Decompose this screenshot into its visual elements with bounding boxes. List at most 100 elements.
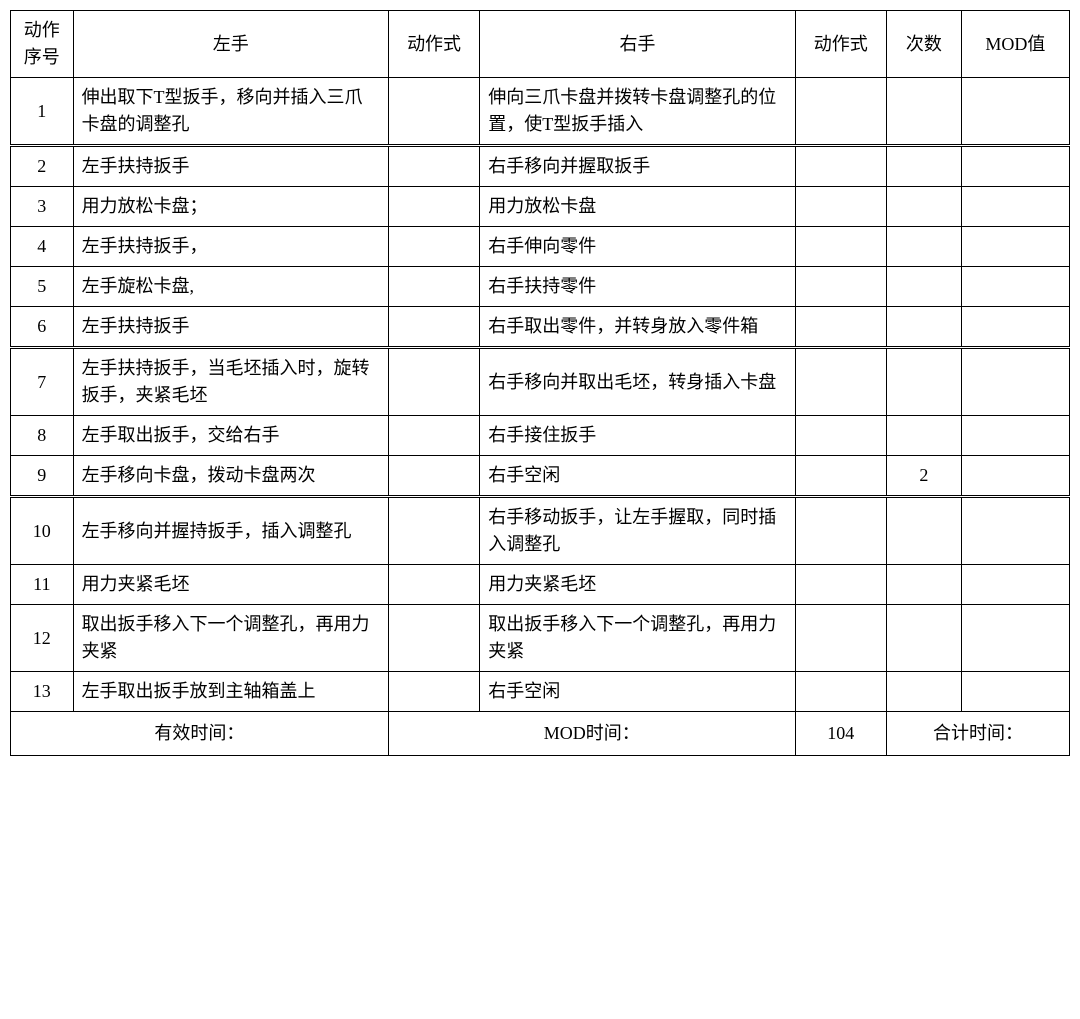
cell-seq: 11 — [11, 565, 74, 605]
cell-action-1 — [388, 187, 479, 227]
table-row: 7左手扶持扳手，当毛坯插入时，旋转扳手，夹紧毛坯 右手移向并取出毛坯，转身插入卡盘 — [11, 348, 1070, 416]
header-act2: 动作式 — [795, 11, 886, 78]
table-row: 10左手移向并握持扳手，插入调整孔 右手移动扳手，让左手握取，同时插入调整孔 — [11, 497, 1070, 565]
cell-right-hand: 右手空闲 — [480, 456, 795, 497]
cell-action-1 — [388, 146, 479, 187]
mod-analysis-table: 动作 序号 左手 动作式 右手 动作式 次数 MOD值 1伸出取下T型扳手，移向… — [10, 10, 1070, 756]
cell-action-2 — [795, 497, 886, 565]
table-header: 动作 序号 左手 动作式 右手 动作式 次数 MOD值 — [11, 11, 1070, 78]
header-count: 次数 — [887, 11, 962, 78]
cell-action-1 — [388, 565, 479, 605]
table-row: 5左手旋松卡盘, 右手扶持零件 — [11, 267, 1070, 307]
cell-left-hand: 左手移向并握持扳手，插入调整孔 — [73, 497, 388, 565]
cell-right-hand: 右手扶持零件 — [480, 267, 795, 307]
cell-seq: 12 — [11, 605, 74, 672]
header-seq: 动作 序号 — [11, 11, 74, 78]
cell-left-hand: 左手扶持扳手，当毛坯插入时，旋转扳手，夹紧毛坯 — [73, 348, 388, 416]
cell-mod-value — [961, 307, 1069, 348]
cell-count — [887, 78, 962, 146]
cell-mod-value — [961, 497, 1069, 565]
cell-right-hand: 取出扳手移入下一个调整孔，再用力夹紧 — [480, 605, 795, 672]
cell-action-1 — [388, 672, 479, 712]
cell-seq: 10 — [11, 497, 74, 565]
cell-count — [887, 605, 962, 672]
cell-right-hand: 伸向三爪卡盘并拨转卡盘调整孔的位置，使T型扳手插入 — [480, 78, 795, 146]
cell-left-hand: 左手扶持扳手 — [73, 307, 388, 348]
footer-mod-time-label: MOD时间： — [388, 712, 795, 756]
cell-mod-value — [961, 267, 1069, 307]
cell-mod-value — [961, 672, 1069, 712]
cell-right-hand: 右手伸向零件 — [480, 227, 795, 267]
cell-action-1 — [388, 605, 479, 672]
cell-action-2 — [795, 565, 886, 605]
cell-count — [887, 416, 962, 456]
cell-count — [887, 565, 962, 605]
cell-left-hand: 左手取出扳手放到主轴箱盖上 — [73, 672, 388, 712]
cell-left-hand: 伸出取下T型扳手，移向并插入三爪卡盘的调整孔 — [73, 78, 388, 146]
table-row: 11用力夹紧毛坯用力夹紧毛坯 — [11, 565, 1070, 605]
cell-action-1 — [388, 78, 479, 146]
table-row: 12取出扳手移入下一个调整孔，再用力夹紧取出扳手移入下一个调整孔，再用力夹紧 — [11, 605, 1070, 672]
cell-count — [887, 187, 962, 227]
cell-mod-value — [961, 187, 1069, 227]
cell-right-hand: 右手移向并握取扳手 — [480, 146, 795, 187]
cell-action-2 — [795, 605, 886, 672]
cell-count — [887, 497, 962, 565]
cell-count — [887, 267, 962, 307]
cell-mod-value — [961, 565, 1069, 605]
cell-seq: 1 — [11, 78, 74, 146]
cell-action-2 — [795, 227, 886, 267]
table-row: 6左手扶持扳手右手取出零件，并转身放入零件箱 — [11, 307, 1070, 348]
table-footer: 有效时间： MOD时间： 104 合计时间： — [11, 712, 1070, 756]
cell-mod-value — [961, 146, 1069, 187]
cell-action-2 — [795, 78, 886, 146]
table-row: 4左手扶持扳手， 右手伸向零件 — [11, 227, 1070, 267]
header-mod: MOD值 — [961, 11, 1069, 78]
table-row: 13左手取出扳手放到主轴箱盖上右手空闲 — [11, 672, 1070, 712]
cell-mod-value — [961, 348, 1069, 416]
table-row: 9左手移向卡盘，拨动卡盘两次 右手空闲 2 — [11, 456, 1070, 497]
cell-action-1 — [388, 456, 479, 497]
table-body: 1伸出取下T型扳手，移向并插入三爪卡盘的调整孔 伸向三爪卡盘并拨转卡盘调整孔的位置… — [11, 78, 1070, 712]
cell-seq: 4 — [11, 227, 74, 267]
cell-action-1 — [388, 497, 479, 565]
cell-seq: 3 — [11, 187, 74, 227]
cell-right-hand: 用力夹紧毛坯 — [480, 565, 795, 605]
cell-count: 2 — [887, 456, 962, 497]
cell-count — [887, 672, 962, 712]
cell-right-hand: 右手取出零件，并转身放入零件箱 — [480, 307, 795, 348]
cell-action-2 — [795, 267, 886, 307]
cell-action-1 — [388, 348, 479, 416]
cell-right-hand: 右手移动扳手，让左手握取，同时插入调整孔 — [480, 497, 795, 565]
header-right: 右手 — [480, 11, 795, 78]
cell-seq: 7 — [11, 348, 74, 416]
cell-seq: 8 — [11, 416, 74, 456]
footer-total-time: 合计时间： — [887, 712, 1070, 756]
cell-action-2 — [795, 672, 886, 712]
cell-action-1 — [388, 416, 479, 456]
cell-left-hand: 取出扳手移入下一个调整孔，再用力夹紧 — [73, 605, 388, 672]
footer-effective-time: 有效时间： — [11, 712, 389, 756]
cell-action-1 — [388, 307, 479, 348]
cell-right-hand: 用力放松卡盘 — [480, 187, 795, 227]
cell-seq: 5 — [11, 267, 74, 307]
cell-seq: 9 — [11, 456, 74, 497]
cell-mod-value — [961, 227, 1069, 267]
cell-left-hand: 用力夹紧毛坯 — [73, 565, 388, 605]
cell-action-1 — [388, 267, 479, 307]
cell-mod-value — [961, 605, 1069, 672]
cell-mod-value — [961, 78, 1069, 146]
cell-action-1 — [388, 227, 479, 267]
cell-right-hand: 右手移向并取出毛坯，转身插入卡盘 — [480, 348, 795, 416]
cell-action-2 — [795, 456, 886, 497]
table-row: 8左手取出扳手，交给右手右手接住扳手 — [11, 416, 1070, 456]
cell-left-hand: 左手取出扳手，交给右手 — [73, 416, 388, 456]
cell-left-hand: 用力放松卡盘； — [73, 187, 388, 227]
cell-action-2 — [795, 416, 886, 456]
cell-action-2 — [795, 187, 886, 227]
cell-left-hand: 左手移向卡盘，拨动卡盘两次 — [73, 456, 388, 497]
cell-left-hand: 左手扶持扳手， — [73, 227, 388, 267]
cell-seq: 13 — [11, 672, 74, 712]
cell-mod-value — [961, 416, 1069, 456]
cell-left-hand: 左手旋松卡盘, — [73, 267, 388, 307]
